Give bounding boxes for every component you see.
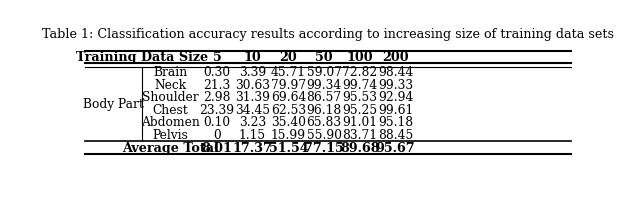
Text: Average Total: Average Total xyxy=(122,142,219,155)
Text: 95.53: 95.53 xyxy=(342,91,377,104)
Text: 95.25: 95.25 xyxy=(342,104,378,117)
Text: 1.15: 1.15 xyxy=(239,129,266,142)
Text: 17.37: 17.37 xyxy=(233,142,273,155)
Text: 89.68: 89.68 xyxy=(340,142,380,155)
Text: 99.34: 99.34 xyxy=(307,79,342,92)
Text: 86.57: 86.57 xyxy=(307,91,342,104)
Text: 10: 10 xyxy=(244,51,262,64)
Text: 95.18: 95.18 xyxy=(378,116,413,129)
Text: Table 1: Classification accuracy results according to increasing size of trainin: Table 1: Classification accuracy results… xyxy=(42,28,614,41)
Text: 20: 20 xyxy=(280,51,297,64)
Text: 95.67: 95.67 xyxy=(376,142,415,155)
Text: 35.40: 35.40 xyxy=(271,116,306,129)
Text: 91.01: 91.01 xyxy=(342,116,377,129)
Text: 15.99: 15.99 xyxy=(271,129,306,142)
Text: 88.45: 88.45 xyxy=(378,129,413,142)
Text: 34.45: 34.45 xyxy=(235,104,270,117)
Text: 65.83: 65.83 xyxy=(307,116,342,129)
Text: 99.33: 99.33 xyxy=(378,79,413,92)
Text: Chest: Chest xyxy=(153,104,188,117)
Text: 8.01: 8.01 xyxy=(202,142,232,155)
Text: Pelvis: Pelvis xyxy=(152,129,188,142)
Text: 51.54: 51.54 xyxy=(269,142,308,155)
Text: 23.39: 23.39 xyxy=(199,104,234,117)
Text: 0: 0 xyxy=(213,129,221,142)
Text: 100: 100 xyxy=(346,51,373,64)
Text: 72.82: 72.82 xyxy=(342,66,378,79)
Text: 3.39: 3.39 xyxy=(239,66,266,79)
Text: Body Part: Body Part xyxy=(83,98,144,111)
Text: Shoulder: Shoulder xyxy=(142,91,199,104)
Text: 99.61: 99.61 xyxy=(378,104,413,117)
Text: 2.98: 2.98 xyxy=(203,91,230,104)
Text: 3.23: 3.23 xyxy=(239,116,266,129)
Text: 0.10: 0.10 xyxy=(204,116,230,129)
Text: 5: 5 xyxy=(212,51,221,64)
Text: 45.71: 45.71 xyxy=(271,66,306,79)
Text: 0.30: 0.30 xyxy=(204,66,230,79)
Text: 30.63: 30.63 xyxy=(235,79,270,92)
Text: 83.71: 83.71 xyxy=(342,129,377,142)
Text: Neck: Neck xyxy=(154,79,187,92)
Text: 200: 200 xyxy=(382,51,409,64)
Text: 96.18: 96.18 xyxy=(307,104,342,117)
Text: 55.90: 55.90 xyxy=(307,129,342,142)
Text: 99.74: 99.74 xyxy=(342,79,378,92)
Text: Abdomen: Abdomen xyxy=(141,116,200,129)
Text: 50: 50 xyxy=(316,51,333,64)
Text: 77.15: 77.15 xyxy=(304,142,344,155)
Text: 31.39: 31.39 xyxy=(235,91,270,104)
Text: 98.44: 98.44 xyxy=(378,66,413,79)
Text: 92.94: 92.94 xyxy=(378,91,413,104)
Text: 79.97: 79.97 xyxy=(271,79,306,92)
Text: Brain: Brain xyxy=(154,66,188,79)
Text: Training Data Size: Training Data Size xyxy=(76,51,208,64)
Text: 21.3: 21.3 xyxy=(204,79,230,92)
Text: 59.07: 59.07 xyxy=(307,66,342,79)
Text: 62.53: 62.53 xyxy=(271,104,306,117)
Text: 69.64: 69.64 xyxy=(271,91,306,104)
